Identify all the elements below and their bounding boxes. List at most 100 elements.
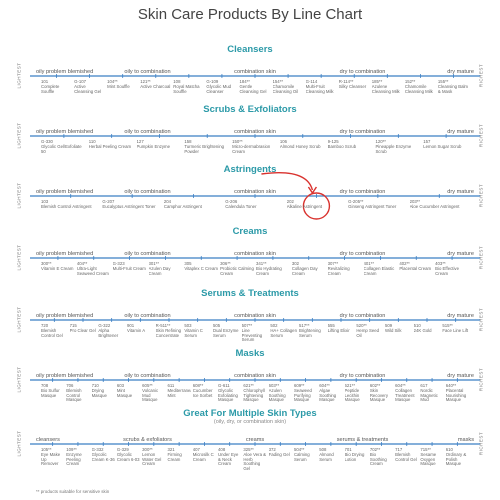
skin-type-label: oily to combination: [124, 313, 171, 319]
product-name: Blemish Control Astringent: [41, 203, 92, 209]
skin-type-label: scrubs & exfoliators: [123, 437, 172, 443]
product-label: 103 Blemish Control Astringent: [41, 200, 100, 210]
product-code: G-323: [112, 262, 125, 266]
product-name: Nordic Magnetic Mud: [420, 387, 438, 403]
product-name: Brightening Serum: [299, 327, 321, 338]
product-label: 408 Under Eye & Neck Cream: [218, 448, 241, 467]
product-label: 305 Vitaplex C Cream: [184, 262, 218, 272]
product-label: 507** Line Preventing Serum: [242, 324, 269, 343]
product-label: 640** Placental Nourishing Masque: [446, 384, 469, 403]
skin-type-label: dry mature: [447, 251, 474, 257]
product-name: Multi-Fruit Cream: [112, 265, 146, 271]
product-code: 503: [184, 324, 192, 328]
product-name: Peptide Lecithin Masque: [344, 387, 360, 403]
skin-type-label: dry mature: [447, 189, 474, 195]
product-code: 502: [270, 324, 278, 328]
section-title: Cleansers: [227, 44, 273, 55]
section-title: Scrubs & Exfoliators: [203, 104, 297, 115]
product-code: 321: [167, 448, 175, 452]
product-label: 717 Blemish Control Gel: [395, 448, 418, 462]
product-name: Lemon Water Gel Cream: [142, 451, 162, 467]
product-code: 717: [395, 448, 403, 452]
skin-type-label: dry to combination: [339, 251, 386, 257]
product-code: G-206: [225, 200, 238, 204]
skin-type-label: combination skin: [234, 189, 276, 195]
product-label: G-323 Multi-Fruit Cream: [113, 262, 147, 272]
product-label: 504** Calming Serum: [294, 448, 317, 462]
product-code: R-511**: [155, 324, 171, 328]
product-label: 154** Chamomile Cleansing Oil: [273, 80, 304, 94]
product-name: Chlorophyll Tightening Masque: [243, 387, 265, 403]
product-label: 104** Mint Souffle: [107, 80, 138, 90]
product-name: Face Line Lift: [442, 327, 469, 333]
side-label: LIGHTEST: [16, 62, 22, 89]
product-name: Volcanic Mud Masque: [142, 387, 159, 403]
side-label: RICHEST: [478, 63, 484, 88]
product-code: 720: [41, 324, 49, 328]
product-name: Alkaline Astringent: [286, 203, 323, 209]
product-name: Placental Cream: [399, 265, 432, 271]
side-label: LIGHTEST: [16, 244, 22, 271]
product-code: 403**: [435, 262, 446, 266]
product-label: 510 24K Gold: [414, 324, 441, 334]
product-label: 508 Almond Serum: [319, 448, 342, 462]
product-code: 307**: [327, 262, 339, 266]
skin-type-label: dry mature: [447, 313, 474, 319]
section-title: Serums & Treatments: [201, 288, 299, 299]
product-code: 108: [173, 80, 181, 84]
product-name: Vitamin A: [127, 327, 146, 333]
product-code: 404**: [76, 262, 88, 266]
product-code: 408: [218, 448, 226, 452]
product-label: 120** Pineapple Enzyme Scrub: [375, 140, 421, 154]
product-name: Blemish Control Masque: [66, 387, 82, 403]
product-code: 372: [268, 448, 276, 452]
product-code: 103: [41, 200, 49, 204]
product-label: 152** Chamomile Cleansing Milk: [405, 80, 436, 94]
footnote: ** products suitable for sensitive skin: [36, 489, 110, 494]
product-name: Blemish Control Gel: [41, 327, 63, 338]
skin-type-label: dry to combination: [339, 189, 386, 195]
skin-type-label: oily problem blemished: [36, 189, 94, 195]
product-name: Bio Sulfur Masque: [41, 387, 60, 398]
product-label: 401** Collagen Elastic Cream: [364, 262, 398, 276]
skin-type-label: dry mature: [447, 373, 474, 379]
skin-type-label: oily problem blemished: [36, 313, 94, 319]
product-code: G-114: [305, 80, 318, 84]
product-code: 204: [163, 200, 172, 204]
product-code: 706: [66, 384, 74, 388]
product-name: Active Cleansing Gel: [74, 83, 102, 94]
product-label: R-114** Silky Cleanser: [339, 80, 370, 90]
product-name: Blemish Control Gel: [395, 451, 417, 462]
product-code: 517**: [299, 324, 310, 328]
product-label: 110 Herbal Peeling Cream: [89, 140, 135, 150]
highlight-arrow: [261, 172, 314, 191]
product-label: 603 Mint Masque: [117, 384, 140, 398]
product-code: 105**: [41, 448, 52, 452]
product-code: 301**: [148, 262, 160, 266]
product-label: 300** Lemon Water Gel Cream: [142, 448, 165, 467]
product-code: G-329: [116, 448, 129, 452]
product-code: 610: [445, 448, 453, 452]
highlight-arrowhead: [307, 186, 318, 195]
product-label: 608** Cucumber Ice Sorbet: [193, 384, 216, 398]
product-code: 702**: [369, 448, 381, 452]
product-label: 611Mediterranean Mint: [167, 384, 190, 398]
product-label: G-207 Eucalyptus Astringent Toner: [102, 200, 161, 210]
product-name: Placental Nourishing Masque: [445, 387, 467, 403]
product-label: 300** Vitamin E Cream: [41, 262, 75, 272]
skin-type-label: oily problem blemished: [36, 251, 94, 257]
product-code: 402**: [399, 262, 410, 266]
product-code: 608**: [192, 384, 204, 388]
product-code: G-205**: [348, 200, 364, 204]
skin-type-label: dry mature: [447, 129, 474, 135]
side-label: RICHEST: [478, 307, 484, 332]
product-code: 604**: [319, 384, 330, 388]
product-code: 121**: [140, 80, 151, 84]
product-label: 617 Nordic Magnetic Mud: [420, 384, 443, 403]
product-name: Turmeric Brightening Powder: [184, 143, 225, 154]
skin-type-label: oily to combination: [124, 251, 171, 257]
product-name: Mediterranean Mint: [167, 387, 191, 398]
product-name: Collagen Elastic Cream: [363, 265, 395, 276]
product-code: 407: [192, 448, 200, 452]
product-label: G-332 Glycolic Cream K-36: [92, 448, 115, 462]
